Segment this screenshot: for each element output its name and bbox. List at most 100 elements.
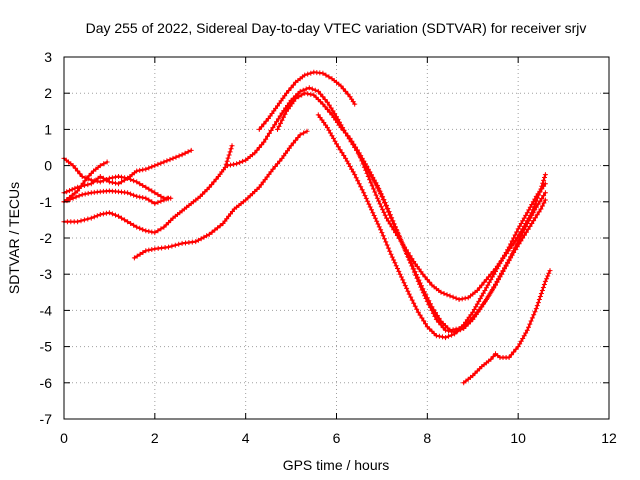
data-point-marker bbox=[328, 105, 334, 111]
data-point-marker bbox=[518, 338, 524, 344]
data-point-marker bbox=[365, 174, 371, 179]
data-point-marker bbox=[206, 231, 212, 237]
data-point-marker bbox=[505, 260, 511, 266]
data-point-marker bbox=[347, 135, 353, 141]
data-point-marker bbox=[521, 333, 527, 339]
x-axis-title: GPS time / hours bbox=[283, 457, 390, 473]
data-point-marker bbox=[542, 172, 548, 178]
data-point-marker bbox=[73, 194, 79, 200]
data-point-marker bbox=[343, 88, 349, 94]
data-point-marker bbox=[546, 270, 552, 276]
data-point-marker bbox=[134, 193, 140, 199]
data-point-marker bbox=[493, 266, 498, 272]
data-point-marker bbox=[212, 227, 218, 233]
data-point-marker bbox=[440, 334, 445, 340]
data-point-marker bbox=[390, 218, 396, 224]
data-point-marker bbox=[202, 189, 208, 195]
data-point-marker bbox=[371, 186, 376, 192]
data-point-marker bbox=[511, 240, 517, 246]
data-point-marker bbox=[452, 331, 458, 337]
data-point-marker bbox=[198, 236, 204, 242]
data-point-marker bbox=[474, 368, 480, 374]
data-point-marker bbox=[75, 219, 81, 225]
data-point-marker bbox=[155, 228, 161, 234]
data-point-marker bbox=[341, 153, 347, 158]
data-point-marker bbox=[326, 102, 332, 108]
data-point-marker bbox=[374, 183, 380, 188]
data-point-marker bbox=[305, 91, 311, 97]
data-point-marker bbox=[340, 86, 346, 92]
data-point-marker bbox=[361, 190, 367, 196]
data-point-marker bbox=[193, 239, 199, 245]
data-point-marker bbox=[204, 187, 210, 193]
data-point-marker bbox=[408, 260, 414, 266]
data-point-marker bbox=[288, 85, 294, 91]
data-point-marker bbox=[363, 195, 369, 201]
data-point-marker bbox=[356, 181, 362, 187]
data-point-marker bbox=[297, 88, 303, 94]
data-point-marker bbox=[97, 212, 103, 217]
data-point-marker bbox=[377, 188, 383, 194]
data-point-marker bbox=[371, 177, 377, 183]
data-point-marker bbox=[412, 269, 418, 275]
data-point-marker bbox=[337, 147, 343, 153]
data-point-marker bbox=[514, 244, 520, 250]
data-point-marker bbox=[436, 315, 442, 321]
data-point-marker bbox=[119, 179, 124, 185]
data-point-marker bbox=[85, 190, 91, 196]
data-point-marker bbox=[262, 177, 268, 183]
data-point-marker bbox=[152, 230, 158, 236]
data-point-marker bbox=[447, 327, 453, 333]
data-point-marker bbox=[213, 176, 219, 182]
data-point-marker bbox=[468, 317, 473, 323]
data-point-marker bbox=[443, 323, 448, 329]
data-point-marker bbox=[64, 189, 70, 195]
data-point-marker bbox=[172, 242, 178, 248]
data-point-marker bbox=[352, 101, 358, 107]
data-point-marker bbox=[511, 250, 517, 255]
data-point-marker bbox=[423, 292, 429, 298]
data-point-marker bbox=[391, 257, 397, 263]
data-point-marker bbox=[85, 216, 91, 222]
y-tick-label: -7 bbox=[40, 411, 53, 427]
data-point-marker bbox=[254, 147, 260, 153]
data-point-marker bbox=[116, 181, 121, 187]
data-point-marker bbox=[143, 248, 149, 254]
data-point-marker bbox=[447, 293, 453, 299]
data-point-marker bbox=[161, 197, 167, 203]
data-point-marker bbox=[166, 195, 171, 201]
data-point-marker bbox=[161, 159, 167, 165]
data-point-marker bbox=[533, 198, 539, 204]
data-point-marker bbox=[335, 144, 341, 150]
data-point-marker bbox=[125, 219, 131, 225]
data-point-marker bbox=[275, 161, 280, 167]
data-point-marker bbox=[330, 108, 336, 114]
data-point-marker bbox=[520, 336, 526, 341]
data-point-marker bbox=[131, 178, 137, 184]
data-point-marker bbox=[443, 335, 448, 341]
data-point-marker bbox=[539, 203, 545, 209]
data-point-marker bbox=[268, 128, 274, 133]
data-point-marker bbox=[134, 168, 140, 174]
data-point-marker bbox=[500, 269, 506, 274]
data-point-marker bbox=[483, 285, 489, 291]
data-point-marker bbox=[146, 165, 152, 171]
data-point-marker bbox=[527, 321, 533, 327]
data-point-marker bbox=[364, 170, 370, 176]
data-point-marker bbox=[384, 242, 390, 248]
data-point-marker bbox=[398, 238, 404, 244]
data-point-marker bbox=[140, 195, 146, 201]
data-point-marker bbox=[79, 192, 85, 198]
data-point-marker bbox=[416, 277, 422, 283]
data-point-marker bbox=[477, 296, 483, 302]
data-point-marker bbox=[168, 217, 174, 223]
data-point-marker bbox=[352, 172, 358, 178]
data-point-marker bbox=[388, 251, 394, 257]
data-point-marker bbox=[470, 373, 476, 379]
data-point-marker bbox=[318, 99, 324, 105]
data-point-marker bbox=[405, 250, 411, 256]
data-point-marker bbox=[140, 227, 146, 233]
data-point-marker bbox=[528, 318, 534, 324]
data-point-marker bbox=[522, 232, 527, 238]
